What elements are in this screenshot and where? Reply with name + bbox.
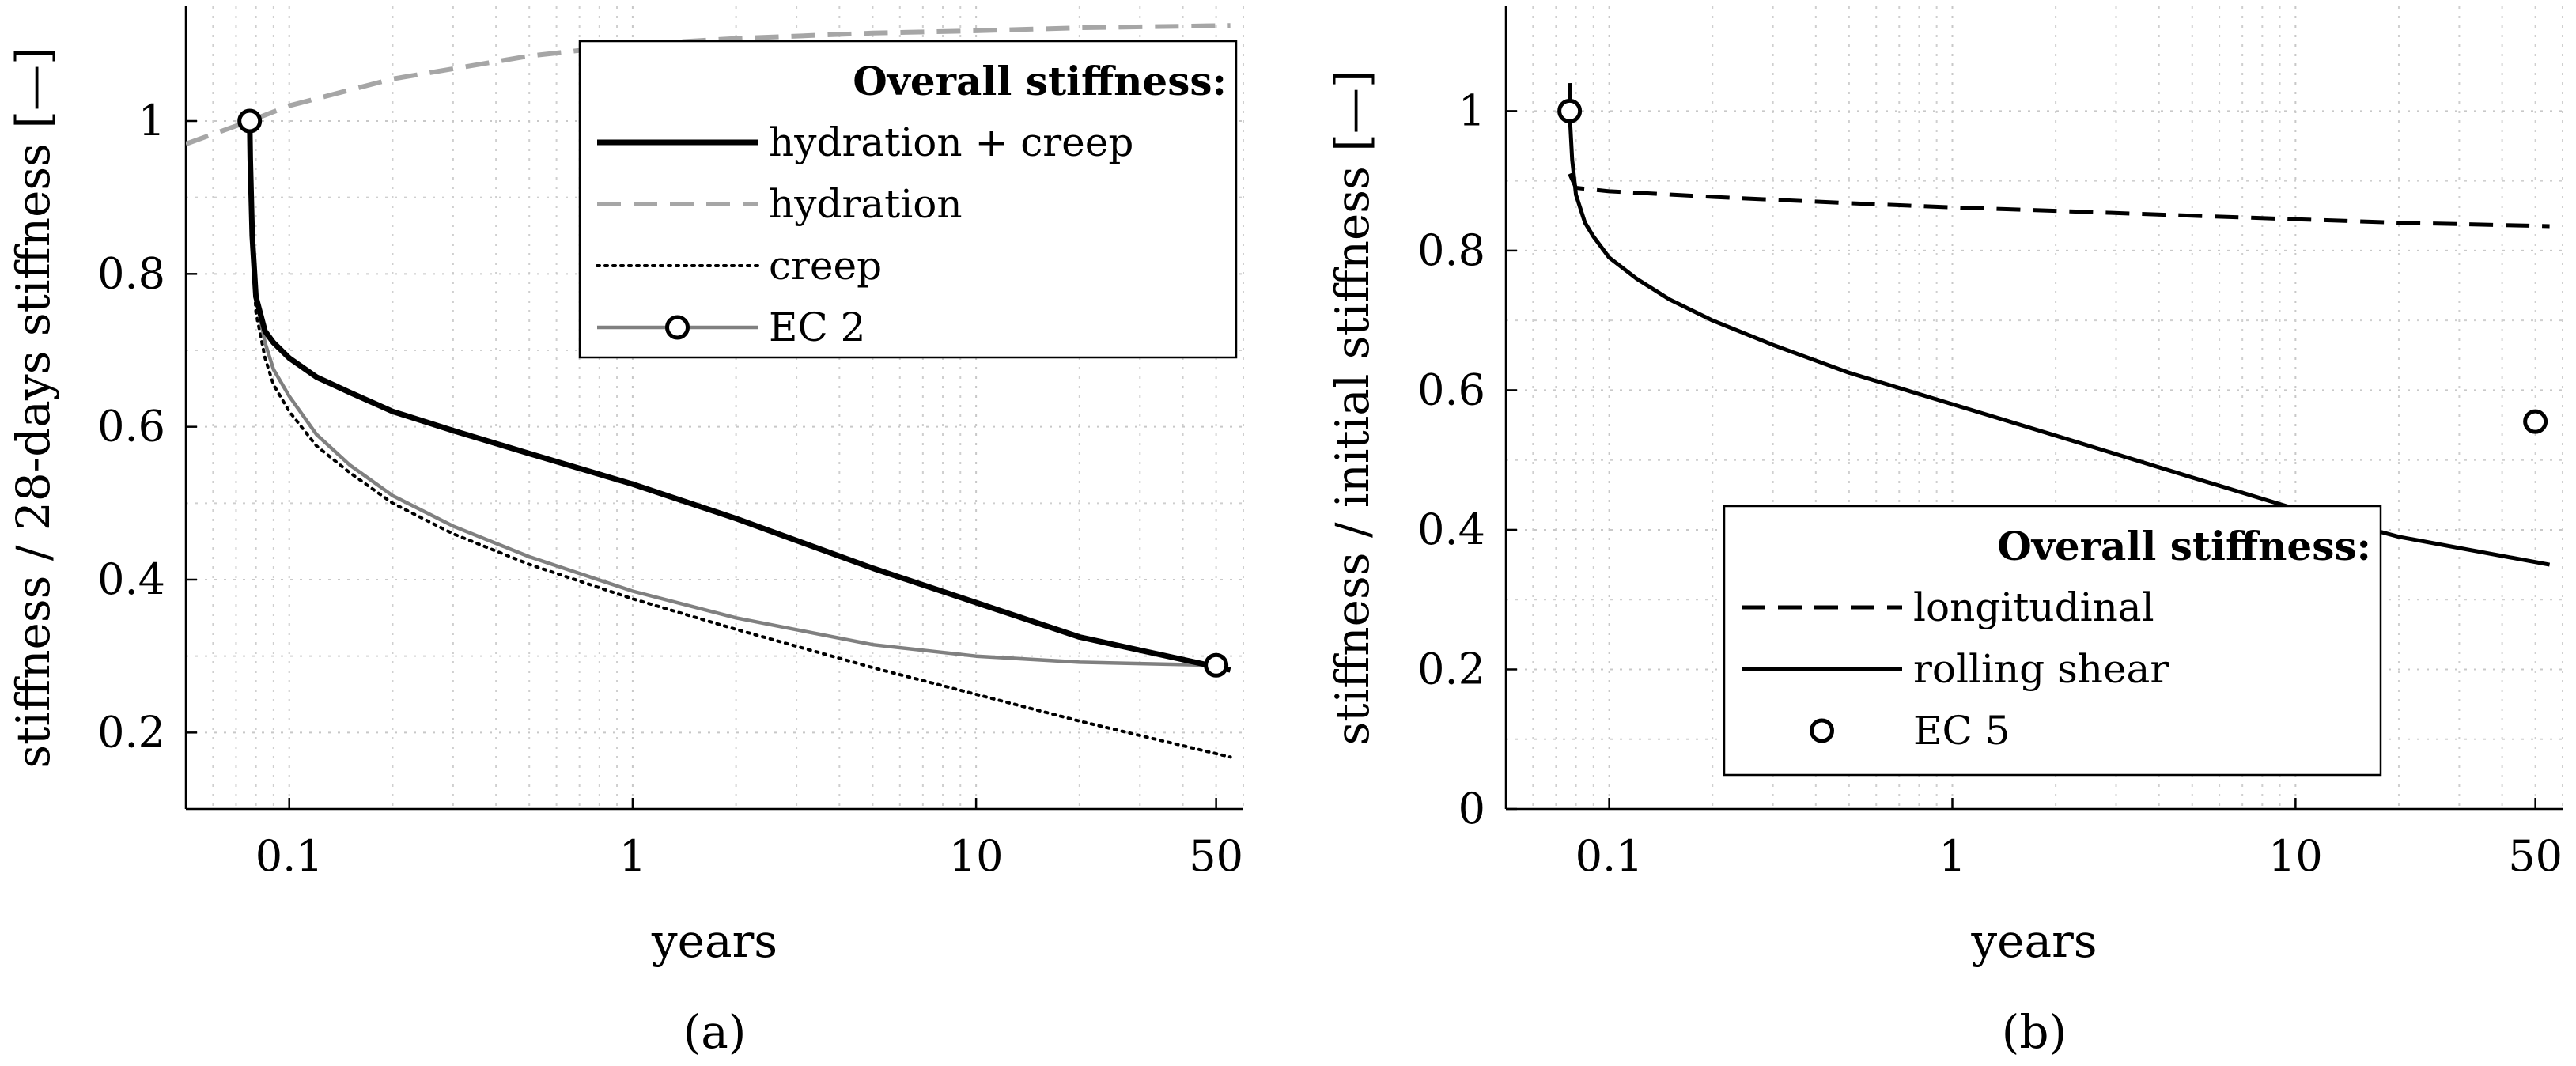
y-axis-title: stiffness / 28-days stiffness [—] xyxy=(6,47,60,768)
legend: Overall stiffness: longitudinal rolling sh… xyxy=(1723,505,2382,777)
series-group xyxy=(1568,83,2551,567)
data-marker xyxy=(237,108,263,134)
x-axis-title: years xyxy=(1970,914,2097,968)
y-tick-label: 0.2 xyxy=(1417,644,1485,694)
series-line-creep xyxy=(248,119,1232,759)
legend-label: hydration + creep xyxy=(769,119,1133,165)
y-tick-label: 0.8 xyxy=(1417,225,1485,275)
data-marker xyxy=(1204,652,1229,678)
y-tick-label: 0.4 xyxy=(97,554,165,604)
legend: Overall stiffness: hydration + creep hydra… xyxy=(578,40,1238,359)
y-tick-label: 1 xyxy=(138,96,165,146)
y-axis-title: stiffness / initial stiffness [—] xyxy=(1326,70,1379,745)
y-tick-label: 0.6 xyxy=(97,402,165,452)
y-tick-label: 0.6 xyxy=(1417,365,1485,414)
y-tick-label: 0.2 xyxy=(97,707,165,757)
x-tick-label: 0.1 xyxy=(255,831,323,881)
legend-label: hydration xyxy=(769,181,963,227)
legend-marker-ec5 xyxy=(1810,718,1834,743)
x-tick-label: 1 xyxy=(619,831,646,881)
legend-label: rolling shear xyxy=(1913,646,2169,692)
legend-marker xyxy=(665,315,690,340)
y-tick-label: 0.4 xyxy=(1417,505,1485,554)
y-tick-label: 1 xyxy=(1458,85,1485,135)
legend-label: EC 5 xyxy=(1913,708,2010,754)
series-line-rolling_shear xyxy=(1568,83,2551,567)
x-tick-label: 0.1 xyxy=(1575,831,1644,881)
legend-title: Overall stiffness: xyxy=(853,58,1227,104)
legend-label: EC 2 xyxy=(769,304,865,350)
y-tick-label: 0 xyxy=(1458,784,1485,834)
data-marker xyxy=(2523,409,2548,434)
x-tick-label: 1 xyxy=(1939,831,1965,881)
x-tick-label: 10 xyxy=(949,831,1004,881)
x-tick-label: 10 xyxy=(2268,831,2323,881)
series-line-hydration_creep xyxy=(247,120,1231,673)
x-tick-label: 50 xyxy=(2508,831,2563,881)
legend-title: Overall stiffness: xyxy=(1997,523,2371,569)
panel-caption: (a) xyxy=(683,1005,747,1059)
panel-caption: (b) xyxy=(2002,1005,2067,1059)
x-axis-title: years xyxy=(651,914,777,968)
x-tick-label: 50 xyxy=(1189,831,1243,881)
legend-label: creep xyxy=(769,243,882,289)
series-line-longitudinal xyxy=(1568,172,2550,229)
y-tick-label: 0.8 xyxy=(97,248,165,298)
legend-label: longitudinal xyxy=(1913,584,2154,630)
legend-box xyxy=(578,40,1238,359)
data-marker xyxy=(1557,98,1583,123)
